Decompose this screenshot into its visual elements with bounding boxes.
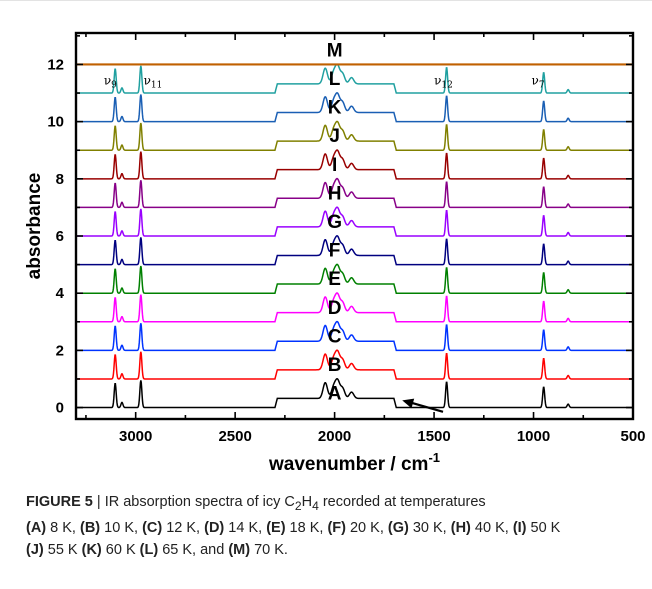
caption-temp-value-b: 10 K, [100, 519, 139, 536]
spectrum-trace-d [76, 292, 633, 323]
caption-temp-label-f: (F) [327, 519, 346, 536]
caption-temp-label-m: (M) [228, 541, 251, 558]
caption-sub-1: 2 [294, 498, 302, 513]
spectrum-trace-i [76, 149, 633, 180]
caption-temp-value-k: 60 K [101, 541, 136, 558]
x-tick-label: 500 [620, 428, 645, 445]
caption-temp-value-l: 65 K, and [158, 541, 225, 558]
spectrum-trace-j [76, 120, 633, 151]
x-tick-label: 2500 [218, 428, 251, 445]
x-tick-label: 3000 [119, 428, 152, 445]
mode-label-nu12: ν12 [434, 73, 453, 90]
annotation-arrow-head [402, 398, 415, 409]
plot-frame [74, 31, 635, 421]
y-axis-title: absorbance [24, 173, 45, 280]
caption-sub-2: 4 [312, 498, 319, 513]
top-rule [0, 0, 652, 1]
x-tick-label: 1500 [417, 428, 450, 445]
spectrum-trace-h [76, 177, 633, 209]
series-label-d: D [328, 298, 342, 319]
caption-temp-label-l: (L) [139, 541, 159, 558]
spectrum-trace-g [76, 206, 633, 237]
caption-temp-value-h: 40 K, [470, 519, 509, 536]
y-tick-label: 4 [56, 285, 65, 302]
caption-temp-label-j: (J) [26, 541, 44, 558]
caption-temp-value-i: 50 K [526, 519, 561, 536]
y-tick-label: 2 [56, 342, 64, 359]
spectrum-trace-f [76, 235, 633, 266]
series-label-j: J [329, 126, 340, 147]
caption-temp-value-a: 8 K, [46, 519, 76, 536]
spectrum-trace-b [76, 349, 633, 380]
caption-temp-label-h: (H) [450, 519, 471, 536]
caption-separator: | [92, 494, 105, 510]
series-label-i: I [332, 155, 337, 176]
y-tick-label: 8 [56, 171, 64, 188]
caption-temp-label-k: (K) [81, 541, 102, 558]
caption-temp-label-b: (B) [80, 519, 101, 536]
caption-text-2: H [301, 494, 313, 510]
series-label-k: K [328, 98, 342, 119]
series-label-f: F [329, 241, 341, 262]
spectrum-trace-e [76, 263, 633, 294]
spectrum-trace-l [76, 63, 633, 94]
mode-label-nu9: ν9 [104, 73, 117, 90]
series-label-l: L [329, 69, 341, 90]
x-tick-label: 2000 [318, 428, 351, 445]
caption-temp-label-a: (A) [26, 519, 47, 536]
mode-label-nu7: ν7 [532, 73, 545, 90]
series-label-g: G [327, 212, 342, 233]
series-label-c: C [328, 326, 342, 347]
x-axis-title: wavenumber / cm-1 [268, 450, 440, 475]
series-label-m: M [327, 40, 343, 61]
caption-figure-label: FIGURE 5 [26, 494, 93, 510]
caption-temp-value-m: 70 K. [250, 541, 288, 558]
series-label-b: B [328, 355, 342, 376]
spectrum-trace-c [76, 320, 633, 352]
y-tick-label: 0 [56, 400, 64, 417]
mode-label-nu11: ν11 [144, 73, 163, 90]
caption-temp-value-j: 55 K [43, 541, 78, 558]
spectrum-trace-k [76, 92, 633, 123]
x-tick-label: 1000 [517, 428, 550, 445]
y-tick-label: 10 [47, 114, 64, 131]
caption-text-3: recorded at temperatures [318, 494, 486, 510]
series-label-e: E [328, 269, 341, 290]
caption-temp-label-e: (E) [266, 519, 286, 536]
caption-temp-label-c: (C) [142, 519, 163, 536]
figure-caption: FIGURE 5 | IR absorption spectra of icy … [26, 491, 636, 561]
caption-temp-label-g: (G) [387, 519, 409, 536]
caption-temp-value-d: 14 K, [224, 519, 263, 536]
caption-temp-value-f: 20 K, [345, 519, 384, 536]
caption-text-1: IR absorption spectra of icy C [104, 494, 295, 510]
caption-temp-value-c: 12 K, [162, 519, 201, 536]
caption-temp-label-d: (D) [204, 519, 225, 536]
annotation-arrow-line [409, 401, 444, 413]
y-tick-label: 6 [56, 228, 64, 245]
y-tick-label: 12 [47, 56, 64, 73]
series-label-h: H [328, 183, 342, 204]
caption-temp-value-e: 18 K, [285, 519, 324, 536]
caption-temp-value-g: 30 K, [408, 519, 447, 536]
caption-temp-label-i: (I) [512, 519, 527, 536]
spectrum-trace-a [76, 377, 633, 409]
series-label-a: A [328, 384, 342, 405]
